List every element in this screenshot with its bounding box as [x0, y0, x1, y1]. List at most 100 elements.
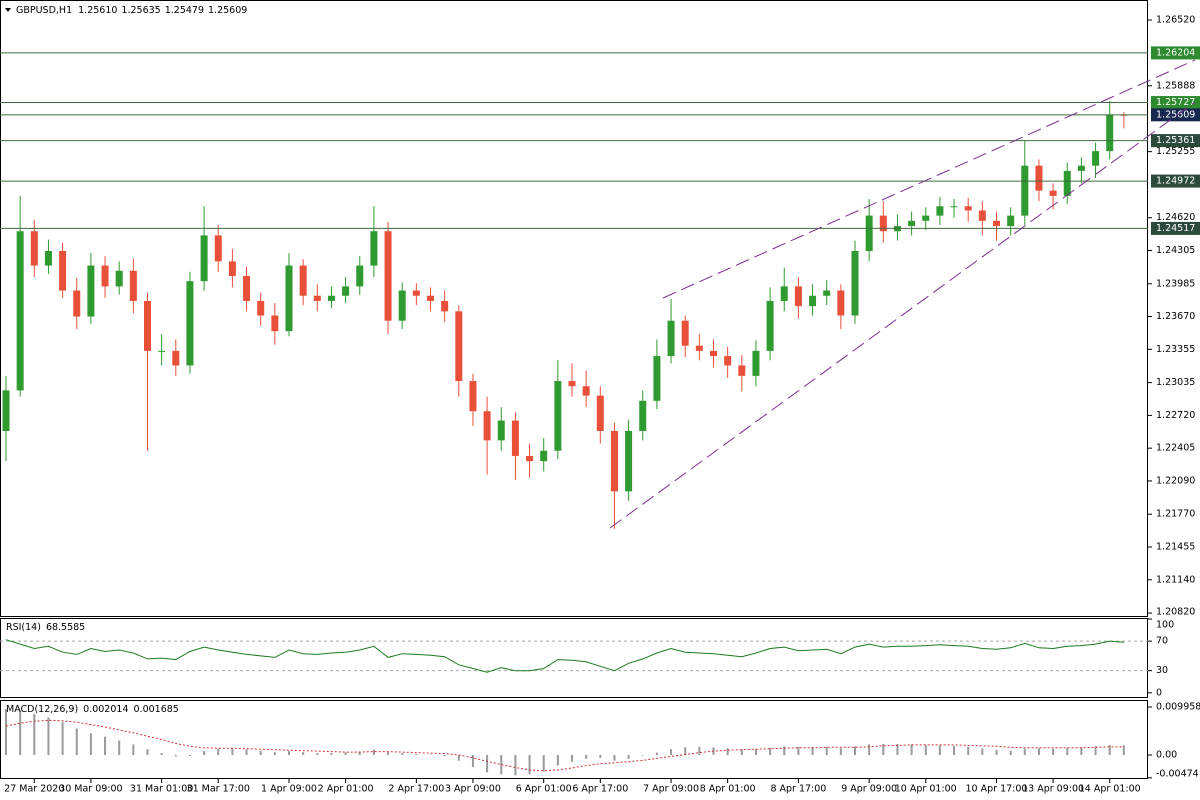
x-tick-label: 31 Mar 01:00 — [130, 784, 193, 795]
candle-body — [568, 381, 576, 387]
macd-bar — [19, 710, 22, 755]
candle-body — [540, 450, 548, 462]
macd-bar — [1023, 748, 1026, 755]
candle-body — [200, 235, 208, 282]
y-tick-label: 1.23985 — [1156, 278, 1195, 289]
candle-body — [1092, 151, 1100, 166]
macd-bar — [1037, 748, 1040, 755]
macd-bar — [670, 749, 673, 755]
x-tick-label: 14 Apr 01:00 — [1079, 784, 1141, 795]
open-value: 1.25610 — [78, 5, 117, 16]
trend-line-lower — [609, 101, 1196, 529]
candle-body — [695, 345, 703, 351]
y-tick-label: 70 — [1156, 636, 1168, 647]
macd-bar — [896, 743, 899, 755]
macd-bar — [1009, 750, 1012, 755]
trend-line-upper — [662, 59, 1196, 299]
candle-body — [483, 411, 491, 441]
macd-bar — [330, 753, 333, 755]
y-tick-label: -0.00474 — [1156, 769, 1199, 780]
low-value: 1.25479 — [165, 5, 204, 16]
macd-bar — [868, 744, 871, 755]
macd-bar — [740, 749, 743, 755]
candle-body — [780, 286, 788, 301]
macd-bar — [231, 748, 234, 755]
candle-body — [993, 220, 1000, 227]
macd-bar — [641, 754, 644, 756]
menu-arrow[interactable] — [5, 8, 11, 12]
macd-bar — [528, 754, 531, 775]
macd-bar — [217, 748, 220, 755]
candle-body — [228, 261, 236, 276]
x-tick-label: 30 Mar 09:00 — [59, 784, 122, 795]
macd-bar — [684, 747, 687, 755]
price-level-tag — [1151, 134, 1200, 148]
candle-body — [497, 420, 505, 441]
x-tick-label: 8 Apr 17:00 — [770, 784, 826, 795]
candle-body — [554, 381, 562, 451]
candle-body — [908, 220, 916, 227]
candle-body — [837, 290, 845, 316]
candle-body — [582, 386, 590, 396]
candle-body — [398, 290, 406, 321]
macd-pane — [0, 700, 1148, 779]
macd-bar — [938, 745, 941, 755]
y-tick-label: 1.21140 — [1156, 574, 1195, 585]
candle-body — [342, 286, 350, 296]
signal-value: 0.001685 — [134, 704, 179, 715]
candle-body — [73, 290, 81, 317]
x-tick-label: 6 Apr 17:00 — [572, 784, 628, 795]
macd-bar — [783, 746, 786, 755]
candle-body — [879, 215, 887, 232]
macd-bar — [811, 746, 814, 755]
price-level-label: 1.26204 — [1156, 47, 1195, 58]
macd-bar — [47, 717, 50, 755]
macd-bar — [981, 748, 984, 755]
y-tick-label: 1.23035 — [1156, 377, 1195, 388]
candle-body — [766, 300, 774, 351]
y-tick-label: 0 — [1156, 687, 1162, 698]
y-tick-label: 0.00 — [1156, 749, 1177, 760]
y-tick-label: 1.22090 — [1156, 475, 1195, 486]
macd-bar — [967, 746, 970, 755]
price-level-tag — [1151, 96, 1200, 110]
macd-bar — [288, 751, 290, 755]
macd-bar — [33, 714, 36, 755]
macd-bar — [995, 749, 998, 755]
y-tick-label: 1.23355 — [1156, 344, 1195, 355]
macd-bar — [75, 728, 78, 755]
candle-body — [922, 215, 930, 221]
rsi-value: 68.5585 — [46, 622, 85, 633]
candle-body — [313, 295, 321, 301]
candle-body — [327, 295, 335, 301]
close-value: 1.25609 — [208, 5, 247, 16]
y-tick-label: 1.22405 — [1156, 443, 1195, 454]
candle-body — [144, 300, 151, 351]
macd-value: 0.002014 — [83, 704, 128, 715]
macd-bar — [358, 751, 361, 755]
candle-body — [412, 290, 420, 296]
candle-body — [978, 210, 986, 221]
macd-bar — [160, 753, 163, 755]
candle-body — [1106, 114, 1114, 152]
rsi-line — [5, 639, 1124, 673]
macd-header: MACD(12,26,9) 0.002014 0.001685 — [6, 704, 179, 715]
macd-bar — [118, 740, 121, 755]
macd-bar — [542, 754, 545, 772]
x-tick-label: 10 Apr 17:00 — [966, 784, 1028, 795]
candle-body — [794, 286, 802, 307]
x-tick-label: 3 Apr 09:00 — [445, 784, 501, 795]
macd-bar — [500, 754, 503, 775]
price-level-label: 1.25609 — [1156, 109, 1195, 120]
candle-body — [639, 400, 647, 431]
main-pane — [0, 0, 1148, 617]
candle-body — [271, 315, 279, 332]
candle-body — [427, 295, 434, 301]
macd-bar — [5, 709, 7, 755]
macd-bar — [655, 752, 658, 755]
y-tick-label: 1.22720 — [1156, 410, 1195, 421]
macd-bar — [245, 749, 248, 755]
x-tick-label: 27 Mar 2020 — [4, 784, 64, 795]
price-level-tag — [1151, 174, 1200, 188]
candle-body — [87, 265, 95, 317]
